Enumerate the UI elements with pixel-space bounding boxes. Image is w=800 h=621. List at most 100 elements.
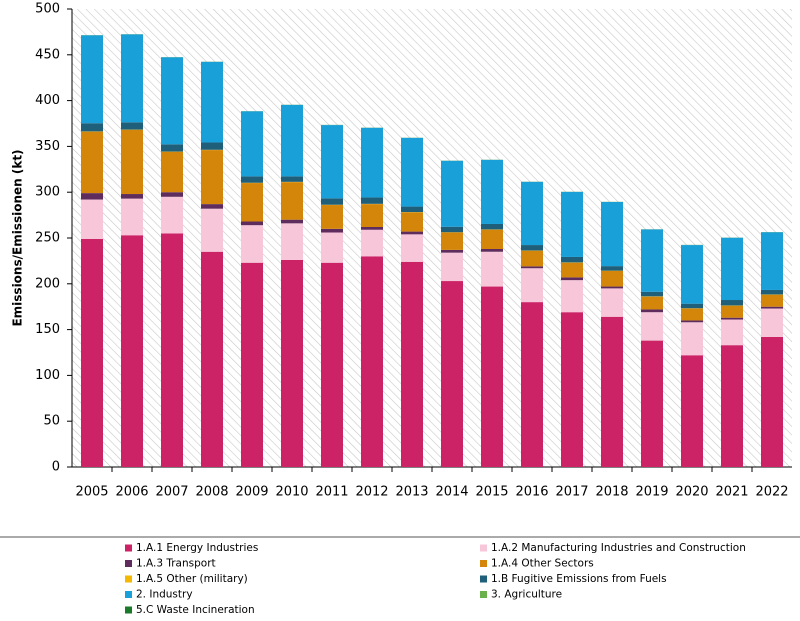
bar-segment <box>321 125 343 199</box>
bar-segment <box>561 277 583 281</box>
bar-segment <box>401 137 423 207</box>
bar-segment <box>241 262 263 467</box>
bar-segment <box>441 249 463 253</box>
bar-segment <box>281 104 303 177</box>
legend-label: 1.A.5 Other (military) <box>136 573 248 585</box>
bar-segment <box>521 250 543 267</box>
bar-segment <box>561 280 583 313</box>
bar-segment <box>81 238 103 467</box>
bar-segment <box>361 127 383 198</box>
bar-segment <box>121 34 143 123</box>
bar-segment <box>521 268 543 303</box>
bar-segment <box>761 294 783 307</box>
x-tick-label: 2017 <box>555 485 588 500</box>
bar-segment <box>681 355 703 467</box>
bar-segment <box>401 261 423 467</box>
bar-segment <box>161 196 183 234</box>
y-tick-label: 250 <box>35 231 60 246</box>
bar-segment <box>201 61 223 143</box>
bar-segment <box>481 229 503 249</box>
bar-segment <box>401 231 423 235</box>
y-tick-label: 100 <box>35 368 60 383</box>
bar-segment <box>441 160 463 227</box>
y-tick-label: 300 <box>35 185 60 200</box>
y-tick-label: 400 <box>35 93 60 108</box>
legend-label: 1.A.1 Energy Industries <box>136 542 258 554</box>
bar-segment <box>561 191 583 257</box>
bar-segment <box>641 296 663 310</box>
bar-segment <box>321 228 343 233</box>
bar-segment <box>81 123 103 132</box>
legend-swatch <box>125 575 132 583</box>
y-tick-label: 50 <box>43 414 60 429</box>
bar-segment <box>681 322 703 356</box>
bar-segment <box>641 229 663 292</box>
bar-segment <box>201 251 223 467</box>
bar-segment <box>401 206 423 213</box>
bar-segment <box>481 159 503 224</box>
bar-segment <box>241 183 263 222</box>
bar-segment <box>81 193 103 200</box>
bar-segment <box>681 320 703 323</box>
legend-swatch <box>480 575 487 583</box>
bar-segment <box>241 221 263 226</box>
x-tick-label: 2011 <box>315 485 348 500</box>
bar-segment <box>161 144 183 152</box>
bar-segment <box>121 235 143 467</box>
bar-segment <box>121 129 143 195</box>
x-tick-label: 2020 <box>675 485 708 500</box>
bar-segment <box>761 306 783 309</box>
bar-segment <box>481 248 503 252</box>
bar-segment <box>721 305 743 318</box>
bar-segment <box>721 319 743 346</box>
legend-swatch <box>125 606 132 614</box>
bar-segment <box>201 208 223 252</box>
bar-segment <box>361 197 383 204</box>
bar-segment <box>601 286 623 289</box>
x-tick-label: 2016 <box>515 485 548 500</box>
x-tick-label: 2008 <box>195 485 228 500</box>
bar-segment <box>481 223 503 230</box>
bar-segment <box>121 194 143 199</box>
y-axis-label: Emissions/Emissionen (kt) <box>11 149 25 326</box>
legend-swatch <box>480 591 487 598</box>
bar-segment <box>281 219 303 224</box>
y-tick-label: 0 <box>52 460 60 475</box>
y-tick-label: 200 <box>35 276 60 291</box>
bar-segment <box>601 270 623 287</box>
bar-segment <box>241 176 263 183</box>
x-tick-label: 2015 <box>475 485 508 500</box>
bar-segment <box>161 192 183 197</box>
bar-segment <box>521 245 543 251</box>
bar-segment <box>761 289 783 295</box>
bar-segment <box>281 223 303 260</box>
bar-segment <box>281 176 303 182</box>
legend-label: 1.B Fugitive Emissions from Fuels <box>491 573 667 585</box>
legend-swatch <box>125 560 132 567</box>
y-tick-label: 500 <box>35 2 60 17</box>
bar-segment <box>81 199 103 239</box>
x-tick-label: 2018 <box>595 485 628 500</box>
bar-segment <box>281 182 303 220</box>
bar-segment <box>601 266 623 271</box>
bar-segment <box>601 316 623 467</box>
bar-segment <box>721 300 743 306</box>
y-tick-label: 450 <box>35 47 60 62</box>
legend-label: 5.C Waste Incineration <box>136 604 255 616</box>
bar-segment <box>521 302 543 467</box>
bar-segment <box>681 303 703 309</box>
bar-segment <box>601 288 623 317</box>
bar-segment <box>601 202 623 267</box>
bar-segment <box>401 234 423 262</box>
bar-segment <box>361 204 383 228</box>
bar-segment <box>641 309 663 313</box>
bar-segment <box>361 256 383 467</box>
bar-segment <box>121 198 143 236</box>
bar-segment <box>321 232 343 263</box>
bar-segment <box>161 151 183 193</box>
bar-segment <box>721 345 743 467</box>
bar-segment <box>201 204 223 209</box>
legend-label: 1.A.3 Transport <box>136 558 216 570</box>
